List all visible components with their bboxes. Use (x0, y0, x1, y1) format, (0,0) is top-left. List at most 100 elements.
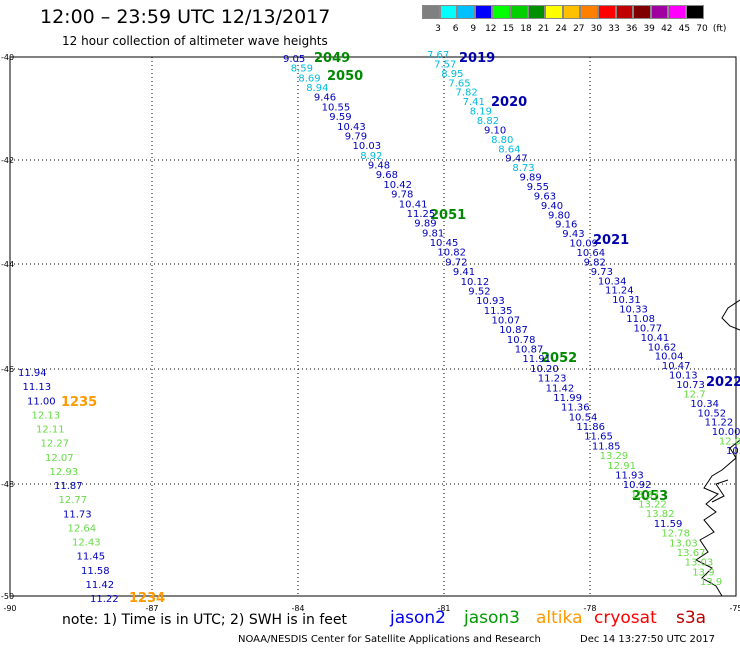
swh-value-label: 10.62 (648, 342, 677, 353)
lat-tick-label: -48 (1, 480, 14, 489)
orbit-label: 2053 (632, 489, 668, 504)
swh-value-label: 11.73 (63, 509, 92, 520)
swh-value-label: 7.57 (434, 59, 456, 70)
swh-value-label: 12.93 (50, 467, 79, 478)
lon-tick-label: -81 (437, 604, 450, 613)
legend-item-altika: altika (536, 608, 583, 628)
swh-value-label: 11.85 (592, 441, 621, 452)
swh-value-label: 10.13 (669, 371, 698, 382)
swh-value-label: 10.87 (499, 325, 528, 336)
swh-value-label: 12.27 (41, 439, 70, 450)
colorbar-label: 6 (452, 24, 459, 34)
swh-value-label: 11.42 (86, 580, 115, 591)
swh-value-label: 10.55 (322, 102, 351, 113)
lon-tick-label: -75 (729, 604, 740, 613)
swh-value-label: 10.31 (612, 295, 641, 306)
colorbar-swatch (650, 5, 669, 19)
swh-value-label: 11.91 (522, 354, 551, 365)
swh-value-label: 9.89 (414, 219, 436, 230)
swh-value-label: 13.03 (685, 558, 714, 569)
swh-value-label: 10.52 (698, 408, 727, 419)
swh-value-label: 11.58 (81, 566, 110, 577)
swh-value-label: 12.07 (45, 453, 74, 464)
swh-value-label: 7.67 (427, 50, 449, 61)
map-title: 12:00 – 23:59 UTC 12/13/2017 (40, 6, 331, 28)
swh-value-label: 8.69 (298, 73, 320, 84)
colorbar-label: 15 (502, 24, 515, 34)
legend-item-jason2: jason2 (390, 608, 446, 628)
swh-value-label: 12.0 (719, 437, 740, 448)
swh-value-label: 11.65 (584, 432, 613, 443)
swh-value-label: 12.91 (607, 461, 636, 472)
lat-tick-label: -40 (1, 53, 14, 62)
swh-colorbar (422, 5, 704, 21)
swh-value-label: 13.29 (600, 451, 629, 462)
swh-value-label: 12.11 (36, 425, 65, 436)
colorbar-swatch (474, 5, 493, 19)
swh-value-label: 8.80 (491, 135, 513, 146)
swh-value-label: 8.73 (512, 163, 534, 174)
swh-value-label: 13.37 (631, 490, 660, 501)
orbit-label: 2019 (459, 51, 495, 66)
swh-value-label: 9.48 (368, 161, 390, 172)
swh-value-label: 10.93 (476, 296, 505, 307)
swh-value-label: 9.80 (548, 210, 570, 221)
swh-value-label: 11.13 (23, 382, 52, 393)
swh-value-label: 10.47 (662, 361, 691, 372)
swh-value-label: 9.05 (283, 54, 305, 65)
swh-value-label: 9.89 (520, 173, 542, 184)
orbit-label: 2020 (491, 95, 527, 110)
colorbar-swatch (597, 5, 616, 19)
swh-value-label: 10.78 (507, 335, 536, 346)
legend-item-jason3: jason3 (464, 608, 520, 628)
swh-value-label: 9.46 (314, 93, 336, 104)
colorbar-label: 45 (678, 24, 691, 34)
colorbar-swatch (422, 5, 440, 19)
swh-value-label: 8.64 (498, 144, 520, 155)
swh-value-label: 9.41 (453, 267, 475, 278)
coastline (695, 299, 740, 597)
orbit-label: 2051 (430, 208, 466, 223)
colorbar-label: 70 (696, 24, 708, 34)
colorbar-label: 21 (537, 24, 550, 34)
colorbar-swatch (615, 5, 634, 19)
swh-value-label: 11.23 (538, 374, 567, 385)
colorbar-swatch (509, 5, 528, 19)
colorbar-swatch (668, 5, 686, 19)
swh-value-label: 12.7 (683, 389, 705, 400)
lon-tick-label: -84 (291, 604, 304, 613)
swh-value-label: 7.65 (448, 78, 470, 89)
swh-value-label: 13.82 (646, 509, 675, 520)
swh-value-label: 11.86 (576, 422, 605, 433)
colorbar-swatch (562, 5, 581, 19)
lat-tick-label: -44 (1, 260, 14, 269)
swh-value-label: 10.41 (641, 333, 670, 344)
swh-value-label: 9.40 (541, 201, 563, 212)
swh-value-label: 9.47 (505, 154, 527, 165)
orbit-label: 2050 (327, 69, 363, 84)
swh-value-label: 13.03 (669, 538, 698, 549)
swh-value-label: 11.93 (615, 471, 644, 482)
credit-line: NOAA/NESDIS Center for Satellite Applica… (238, 634, 541, 645)
colorbar-swatch (457, 5, 475, 19)
footnote: note: 1) Time is in UTC; 2) SWH is in fe… (62, 612, 348, 628)
colorbar-label: 18 (520, 24, 532, 34)
timestamp: Dec 14 13:27:50 UTC 2017 (580, 634, 715, 645)
lat-tick-label: -50 (1, 592, 14, 601)
swh-value-label: 11.22 (705, 418, 734, 429)
swh-value-label: 10.77 (634, 323, 663, 334)
swh-value-label: 9.55 (527, 182, 549, 193)
colorbar-label: 12 (485, 24, 497, 34)
swh-value-label: 11.99 (553, 393, 582, 404)
swh-value-label: 9.82 (584, 257, 606, 268)
colorbar-label: 42 (661, 24, 673, 34)
swh-value-label: 11.24 (605, 286, 634, 297)
swh-value-label: 11.36 (561, 403, 590, 414)
swh-value-label: 11.87 (54, 481, 83, 492)
swh-value-label: 9.63 (534, 191, 556, 202)
swh-value-label: 9.81 (422, 228, 444, 239)
colorbar-swatch (527, 5, 546, 19)
swh-value-label: 10.20 (530, 364, 559, 375)
swh-value-label: 10.73 (676, 380, 705, 391)
